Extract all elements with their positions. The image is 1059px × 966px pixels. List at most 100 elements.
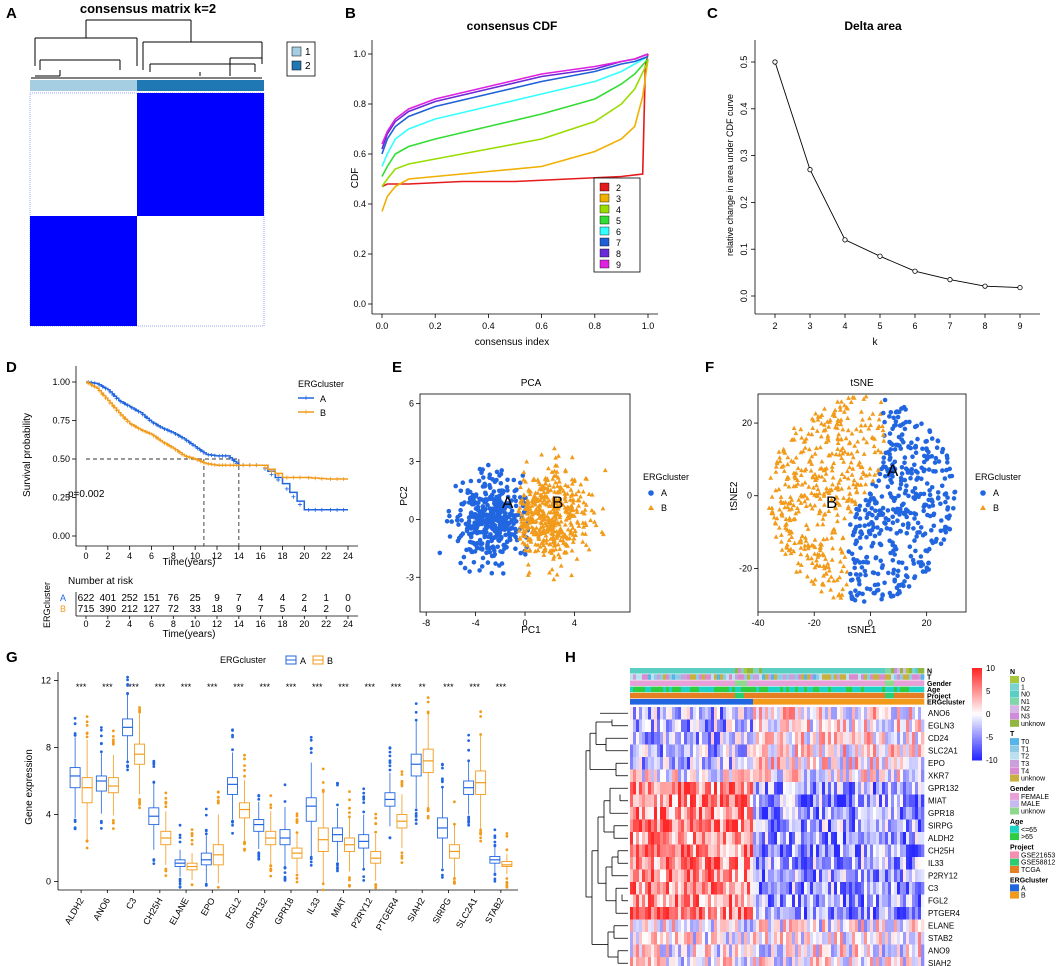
- heatmap-cell: [735, 857, 739, 870]
- point-a: [879, 494, 885, 499]
- point-b: [867, 415, 872, 421]
- outlier: [414, 822, 418, 825]
- annotation-cell: [723, 699, 727, 705]
- annotation-cell: [654, 699, 658, 705]
- heatmap-cell: [726, 807, 730, 820]
- heatmap-cell: [813, 857, 817, 870]
- point-b: [868, 422, 873, 427]
- point-a: [848, 522, 853, 527]
- heatmap-cell: [660, 894, 664, 907]
- heatmap-cell: [633, 819, 637, 832]
- annotation-cell: [837, 692, 841, 699]
- x-tick-label: 6: [912, 321, 917, 331]
- outlier: [362, 797, 366, 801]
- heatmap-cell: [705, 782, 709, 795]
- heatmap-cell: [810, 744, 814, 757]
- point-b: [864, 439, 870, 445]
- point-b: [550, 506, 556, 512]
- heatmap-cell: [645, 844, 649, 857]
- point-b: [553, 516, 559, 521]
- point-b: [570, 492, 575, 497]
- censor-mark: [129, 405, 134, 410]
- annotation-cell: [828, 686, 832, 693]
- heatmap-cell: [906, 894, 910, 907]
- heatmap-cell: [729, 844, 733, 857]
- heatmap-cell: [792, 832, 796, 845]
- point-a: [933, 469, 938, 474]
- annotation-cell: [909, 680, 913, 686]
- heatmap-cell: [873, 769, 877, 782]
- point-a: [471, 497, 476, 503]
- point-b: [844, 582, 849, 587]
- x-tick-label: 0.2: [429, 321, 442, 331]
- point-b: [779, 539, 784, 544]
- outlier: [295, 873, 299, 877]
- heatmap-cell: [783, 857, 787, 870]
- heatmap-cell: [861, 757, 865, 770]
- heatmap-cell: [684, 844, 688, 857]
- heatmap-cell: [684, 819, 688, 832]
- heatmap-cell: [861, 857, 865, 870]
- annotation-cell: [771, 699, 775, 705]
- heatmap-cell: [792, 807, 796, 820]
- heatmap-cell: [894, 807, 898, 820]
- heatmap-cell: [753, 732, 757, 745]
- point-a: [458, 560, 463, 566]
- panel-g-letter: G: [6, 649, 18, 666]
- heatmap-cell: [654, 807, 658, 820]
- point-a: [910, 557, 916, 563]
- heatmap-cell: [648, 882, 652, 895]
- x-tick-label: 10: [190, 551, 200, 561]
- heatmap-cell: [711, 719, 715, 732]
- annotation-cell: [774, 668, 778, 674]
- annotation-cell: [657, 680, 661, 686]
- heatmap-cell: [828, 769, 832, 782]
- annotation-cell: [837, 668, 841, 674]
- heatmap-cell: [804, 869, 808, 882]
- point-a: [888, 410, 894, 415]
- point-b: [781, 468, 787, 473]
- heatmap-cell: [828, 869, 832, 882]
- annotation-cell: [687, 668, 691, 674]
- point-a: [520, 473, 526, 478]
- heatmap-cell: [720, 844, 724, 857]
- heatmap-cell: [687, 844, 691, 857]
- point-b: [570, 500, 576, 505]
- outlier: [99, 726, 103, 729]
- heatmap-cell: [822, 744, 826, 757]
- heatmap-cell: [870, 819, 874, 832]
- annotation-cell: [738, 668, 742, 674]
- heatmap-cell: [795, 707, 799, 720]
- point-a: [942, 476, 948, 481]
- heatmap-cell: [795, 769, 799, 782]
- heatmap-cell: [885, 744, 889, 757]
- censor-mark: [306, 507, 311, 512]
- point-b: [845, 476, 851, 481]
- outlier: [283, 877, 287, 881]
- heatmap-cell: [834, 807, 838, 820]
- heatmap-cell: [831, 819, 835, 832]
- panel-g: G ERGcluster A B Gene expression 04812**…: [6, 649, 518, 932]
- heatmap-cell: [729, 819, 733, 832]
- heatmap-cell: [885, 894, 889, 907]
- risk-count-b: 5: [280, 604, 286, 615]
- heatmap-cell: [708, 769, 712, 782]
- heatmap-cell: [744, 782, 748, 795]
- point-a: [895, 518, 900, 523]
- heatmap-cell: [876, 882, 880, 895]
- outlier: [164, 801, 168, 804]
- heatmap-cell: [750, 744, 754, 757]
- heatmap-cell: [921, 744, 925, 757]
- heatmap-cell: [906, 832, 910, 845]
- heatmap-cell: [711, 869, 715, 882]
- point-a: [875, 582, 881, 587]
- annotation-cell: [786, 686, 790, 693]
- heatmap-cell: [732, 732, 736, 745]
- point-a: [893, 422, 898, 428]
- annotation-cell: [846, 680, 850, 686]
- heatmap-cell: [915, 794, 919, 807]
- annotation-cell: [678, 674, 682, 680]
- annotation-cell: [879, 668, 883, 674]
- annotation-tracks: [630, 668, 925, 705]
- point-b: [845, 427, 851, 433]
